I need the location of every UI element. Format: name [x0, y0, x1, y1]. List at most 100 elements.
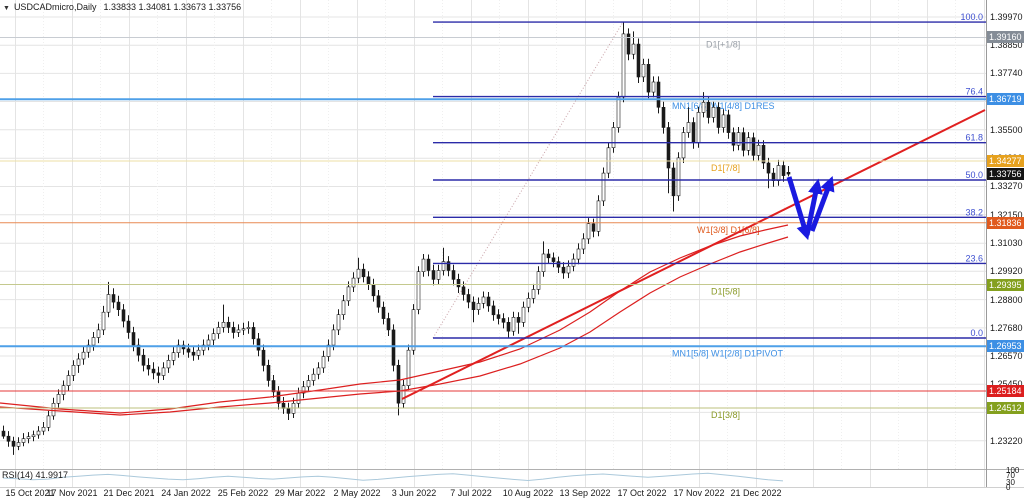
drawn-arrow-annotation[interactable] — [786, 175, 835, 241]
candle-body — [416, 271, 421, 310]
candle-body — [236, 329, 241, 333]
candle-body — [306, 380, 311, 388]
candle-body — [111, 294, 116, 303]
date-axis-label: 17 Oct 2022 — [617, 488, 667, 498]
candle-body — [776, 165, 781, 181]
candle-body — [326, 344, 331, 357]
rsi-line — [2, 472, 784, 482]
candle-body — [536, 271, 541, 290]
candle-body — [651, 81, 656, 93]
candle-body — [116, 301, 121, 311]
candle-body — [261, 349, 266, 366]
candle-body — [336, 314, 341, 331]
candle-body — [231, 327, 236, 333]
candle-body — [191, 351, 196, 356]
date-axis-label: 2 May 2022 — [333, 488, 381, 498]
candle-body — [81, 351, 86, 360]
ohlc-values: 1.33833 1.34081 1.33673 1.33756 — [103, 2, 242, 12]
candle-body — [396, 364, 401, 404]
drawn-arrow-line[interactable] — [809, 175, 835, 232]
candle-body — [716, 107, 721, 128]
candle-body — [761, 145, 766, 164]
candle-body — [521, 306, 526, 323]
candle-body — [271, 380, 276, 393]
date-axis-label: 17 Nov 2022 — [673, 488, 725, 498]
candle-body — [611, 127, 616, 149]
candle-body — [431, 270, 436, 280]
candle-body — [36, 430, 41, 436]
candle-body — [241, 328, 246, 331]
date-axis-label: 13 Sep 2022 — [559, 488, 611, 498]
candle-body — [476, 303, 481, 310]
candle-body — [366, 276, 371, 285]
candle-body — [256, 338, 261, 351]
candle-body — [771, 172, 776, 182]
candle-body — [351, 277, 356, 288]
candle-body — [621, 33, 626, 98]
candle-body — [706, 102, 711, 118]
candle-body — [51, 402, 56, 417]
candle-body — [6, 435, 11, 442]
candle-body — [556, 261, 561, 268]
candle-body — [301, 386, 306, 394]
price-level-badge: 1.39160 — [987, 31, 1024, 44]
price-axis-label: 1.31030 — [990, 238, 1023, 249]
candle-body — [141, 354, 146, 366]
candle-body — [1, 430, 6, 437]
price-axis-label: 1.27680 — [990, 322, 1023, 333]
candle-body — [486, 296, 491, 307]
candle-body — [66, 375, 71, 386]
candle-body — [691, 122, 696, 144]
date-axis-label: 21 Dec 2022 — [730, 488, 782, 498]
candle-body — [491, 305, 496, 316]
price-level-badge: 1.34277 — [987, 155, 1024, 168]
candle-body — [341, 300, 346, 315]
candle-body — [681, 132, 686, 159]
candle-body — [421, 258, 426, 273]
symbol-dropdown-arrow-icon[interactable]: ▼ — [3, 5, 10, 12]
candle-body — [346, 286, 351, 302]
candle-body — [296, 392, 301, 404]
candle-body — [31, 434, 36, 437]
candle-body — [316, 367, 321, 375]
rsi-scale-label: 30 — [1006, 478, 1015, 487]
candle-body — [656, 81, 661, 108]
candle-body — [221, 321, 226, 328]
candle-body — [696, 112, 701, 144]
candle-body — [511, 316, 516, 332]
price-axis-label: 1.38850 — [990, 40, 1023, 51]
drawn-arrow-line[interactable] — [786, 176, 811, 241]
candle-body — [601, 172, 606, 202]
candle-body — [246, 327, 251, 329]
date-axis-label: 29 Mar 2022 — [274, 488, 326, 498]
candle-body — [166, 359, 171, 369]
candle-body — [156, 372, 161, 376]
candle-body — [186, 348, 191, 353]
candle-body — [211, 333, 216, 341]
candle-body — [436, 270, 441, 280]
candle-body — [501, 318, 506, 323]
candle-body — [546, 253, 551, 259]
candle-body — [226, 321, 231, 328]
murrey-level-label: MN1[5/8] W1[2/8] D1PIVOT — [672, 348, 784, 358]
price-axis-label: 1.28800 — [990, 294, 1023, 305]
candle-body — [766, 162, 771, 174]
murrey-level-label: D1[+1/8] — [706, 40, 740, 50]
candle-body — [676, 157, 681, 197]
candle-body — [446, 261, 451, 271]
drawn-arrow-line[interactable] — [804, 178, 823, 236]
candle-body — [251, 327, 256, 340]
date-axis-label: 17 Nov 2021 — [46, 488, 98, 498]
candle-body — [71, 364, 76, 376]
trendline-annotation[interactable] — [401, 109, 986, 400]
candle-body — [371, 284, 376, 297]
price-axis-label: 1.29920 — [990, 266, 1023, 277]
rsi-scale-label: 70 — [1006, 471, 1015, 480]
candle-body — [61, 385, 66, 395]
symbol-period-label: USDCADmicro,Daily — [13, 2, 97, 12]
candle-body — [686, 122, 691, 133]
candle-body — [701, 102, 706, 113]
candle-body — [146, 364, 151, 370]
candle-body — [506, 321, 511, 332]
